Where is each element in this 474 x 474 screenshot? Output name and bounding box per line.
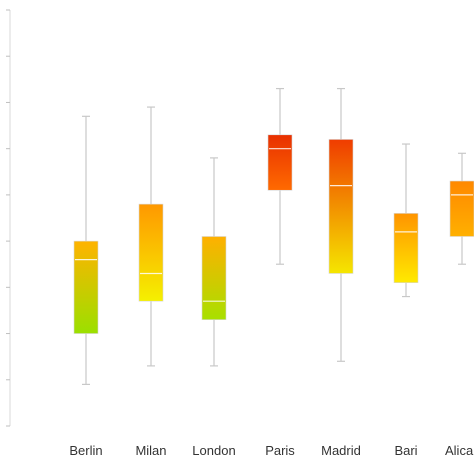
category-label-berlin: Berlin — [69, 443, 102, 458]
box-alica — [449, 152, 474, 265]
category-labels: Berlin Milan London Paris Madrid Bari Alica — [69, 443, 474, 458]
box-paris — [267, 87, 293, 265]
box-madrid — [328, 87, 354, 362]
category-label-bari: Bari — [394, 443, 417, 458]
box-berlin — [73, 115, 99, 385]
iqr-box-milan — [138, 203, 164, 302]
category-label-paris: Paris — [265, 443, 295, 458]
box-bari — [393, 143, 419, 298]
category-label-alica: Alica — [445, 443, 474, 458]
iqr-box-berlin — [73, 240, 99, 334]
y-axis-ticks — [6, 9, 10, 427]
box-london — [201, 157, 227, 367]
boxes-group — [73, 87, 474, 385]
iqr-box-london — [201, 236, 227, 320]
iqr-box-alica — [449, 180, 474, 237]
category-label-london: London — [192, 443, 235, 458]
iqr-box-paris — [267, 134, 293, 191]
category-label-milan: Milan — [135, 443, 166, 458]
iqr-box-bari — [393, 213, 419, 284]
iqr-box-madrid — [328, 139, 354, 274]
box-milan — [138, 106, 164, 367]
category-label-madrid: Madrid — [321, 443, 361, 458]
